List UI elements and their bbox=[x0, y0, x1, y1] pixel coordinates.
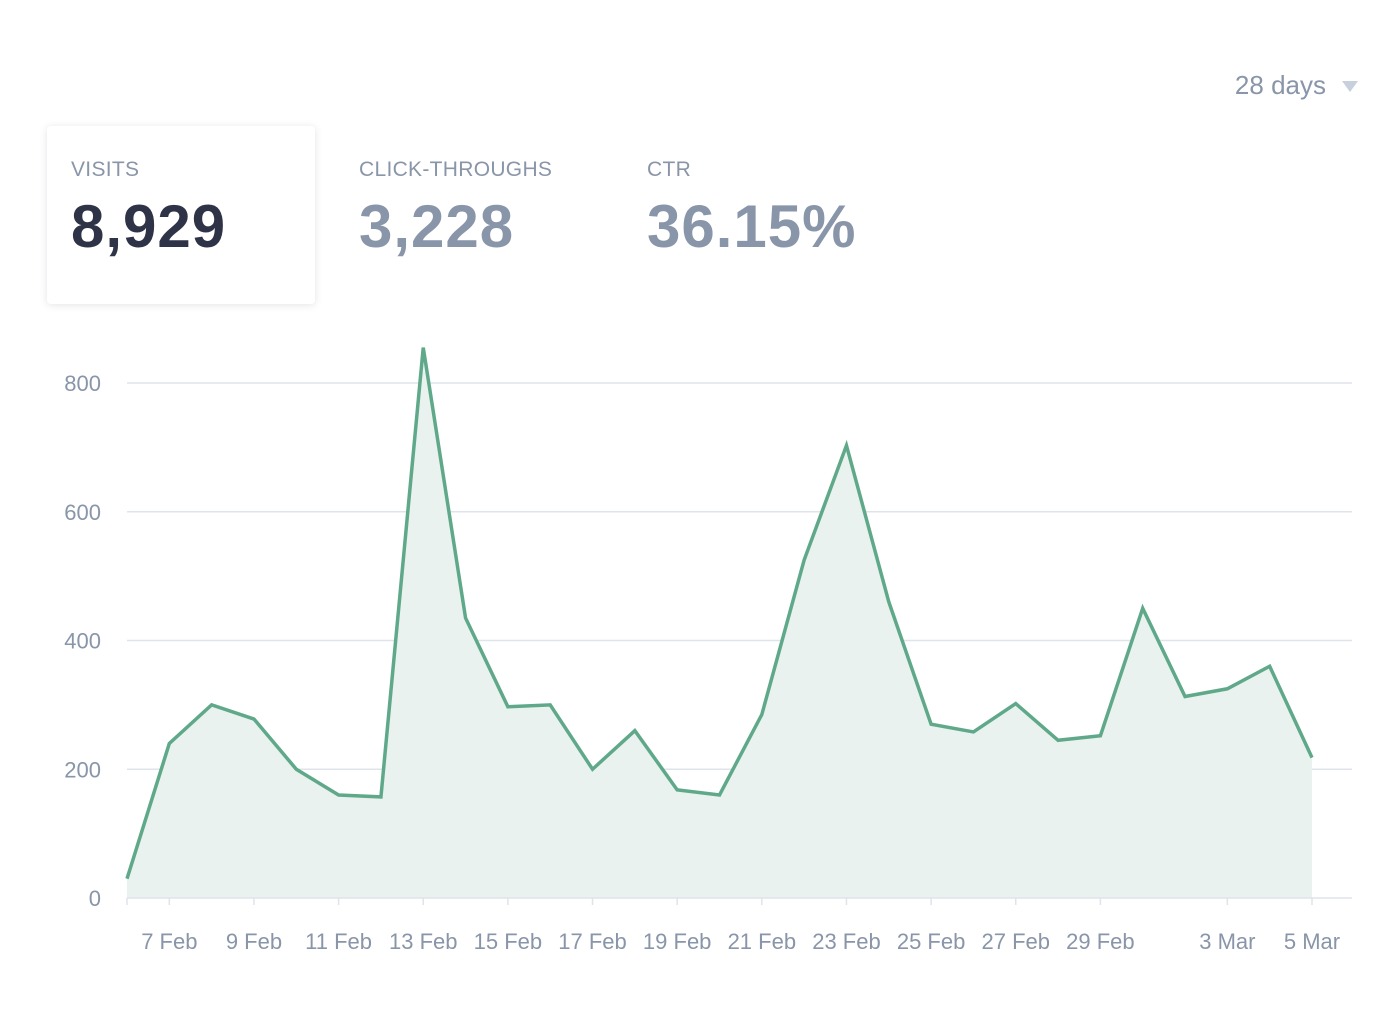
metric-tab-click-throughs[interactable]: CLICK-THROUGHS 3,228 bbox=[335, 126, 595, 304]
x-tick-label: 9 Feb bbox=[226, 929, 282, 954]
x-tick-label: 7 Feb bbox=[141, 929, 197, 954]
x-tick-label: 21 Feb bbox=[728, 929, 797, 954]
x-tick-label: 15 Feb bbox=[474, 929, 543, 954]
x-tick-label: 13 Feb bbox=[389, 929, 458, 954]
metric-label: CTR bbox=[647, 158, 692, 181]
metric-value: 3,228 bbox=[359, 193, 515, 260]
x-tick-label: 11 Feb bbox=[305, 929, 372, 954]
date-range-label: 28 days bbox=[1234, 70, 1326, 100]
x-tick-label: 19 Feb bbox=[643, 929, 712, 954]
date-range-dropdown[interactable]: 28 days bbox=[1235, 70, 1358, 101]
x-tick-label: 5 Mar bbox=[1284, 929, 1340, 954]
y-tick-label: 0 bbox=[89, 886, 101, 911]
metric-value: 8,929 bbox=[71, 193, 227, 260]
series-line bbox=[125, 347, 1314, 880]
x-tick-label: 25 Feb bbox=[897, 929, 966, 954]
metric-label: VISITS bbox=[71, 158, 140, 181]
metric-value: 36.15% bbox=[647, 193, 857, 260]
caret-down-icon bbox=[1342, 81, 1358, 92]
x-tick-label: 17 Feb bbox=[558, 929, 627, 954]
y-tick-label: 400 bbox=[64, 629, 101, 654]
area-fill bbox=[127, 347, 1312, 898]
x-tick-label: 29 Feb bbox=[1066, 929, 1135, 954]
x-tick-label: 27 Feb bbox=[982, 929, 1051, 954]
y-tick-label: 200 bbox=[64, 757, 101, 782]
metric-tab-visits[interactable]: VISITS 8,929 bbox=[47, 126, 315, 304]
metric-label: CLICK-THROUGHS bbox=[359, 158, 553, 181]
x-tick-label: 23 Feb bbox=[812, 929, 881, 954]
y-tick-label: 600 bbox=[64, 500, 101, 525]
x-tick-label: 3 Mar bbox=[1199, 929, 1255, 954]
metric-tab-ctr[interactable]: CTR 36.15% bbox=[623, 126, 903, 304]
y-tick-label: 800 bbox=[64, 371, 101, 396]
